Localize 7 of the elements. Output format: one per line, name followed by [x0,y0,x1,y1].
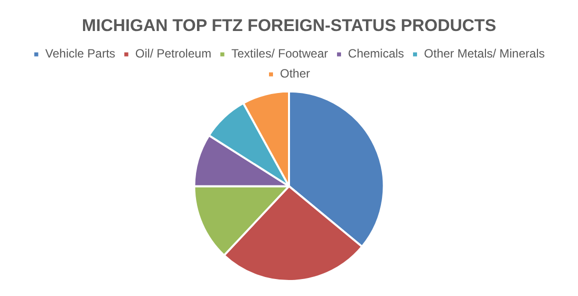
chart-title: MICHIGAN TOP FTZ FOREIGN-STATUS PRODUCTS [82,16,496,35]
legend-label: Other Metals/ Minerals [424,46,545,61]
legend-label: Oil/ Petroleum [135,46,212,61]
legend-label: Vehicle Parts [45,46,116,61]
legend-label: Other [280,66,310,81]
legend-label: Textiles/ Footwear [231,46,328,61]
legend-label: Chemicals [348,46,404,61]
